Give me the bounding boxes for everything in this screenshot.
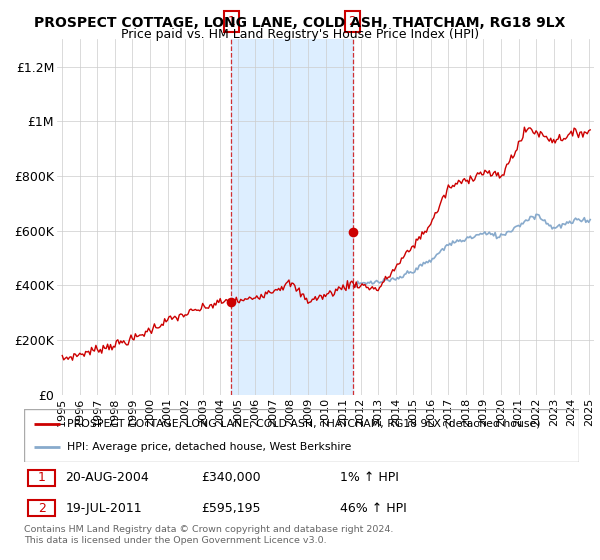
Text: PROSPECT COTTAGE, LONG LANE, COLD ASH, THATCHAM, RG18 9LX: PROSPECT COTTAGE, LONG LANE, COLD ASH, T… (34, 16, 566, 30)
Bar (232, 39, 353, 395)
Text: 1% ↑ HPI: 1% ↑ HPI (340, 471, 399, 484)
Text: HPI: Average price, detached house, West Berkshire: HPI: Average price, detached house, West… (67, 442, 352, 452)
Text: 19-JUL-2011: 19-JUL-2011 (65, 502, 142, 515)
Text: Price paid vs. HM Land Registry's House Price Index (HPI): Price paid vs. HM Land Registry's House … (121, 28, 479, 41)
Text: 1: 1 (38, 471, 46, 484)
Text: 1: 1 (227, 15, 235, 28)
Text: 2: 2 (38, 502, 46, 515)
Text: £340,000: £340,000 (202, 471, 261, 484)
Text: £595,195: £595,195 (202, 502, 261, 515)
Text: Contains HM Land Registry data © Crown copyright and database right 2024.
This d: Contains HM Land Registry data © Crown c… (24, 525, 394, 545)
Text: 20-AUG-2004: 20-AUG-2004 (65, 471, 149, 484)
Bar (28, 470, 55, 486)
Text: PROSPECT COTTAGE, LONG LANE, COLD ASH, THATCHAM, RG18 9LX (detached house): PROSPECT COTTAGE, LONG LANE, COLD ASH, T… (67, 419, 541, 429)
Bar (28, 501, 55, 516)
Text: 46% ↑ HPI: 46% ↑ HPI (340, 502, 407, 515)
Text: 2: 2 (349, 15, 356, 28)
